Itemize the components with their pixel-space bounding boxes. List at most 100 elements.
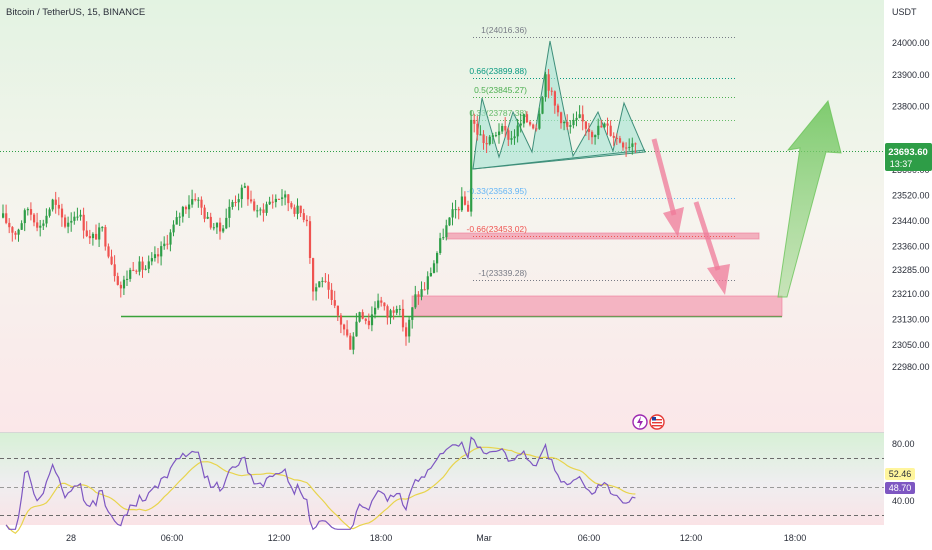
time-tick-label: 12:00 <box>268 533 291 543</box>
candle-down <box>349 335 352 350</box>
candle-up <box>129 269 132 279</box>
candle-down <box>618 138 622 143</box>
candle-up <box>48 209 51 216</box>
candle-up <box>73 216 76 221</box>
candle-up <box>575 117 578 120</box>
candle-up <box>23 210 26 224</box>
candle-down <box>612 135 615 138</box>
triangle-pattern[interactable] <box>472 40 646 170</box>
candle-up <box>181 206 184 217</box>
candle-down <box>85 230 88 237</box>
lightning-event-icon[interactable] <box>632 414 648 430</box>
candle-up <box>274 198 277 203</box>
rsi-tick-40: 40.00 <box>892 496 915 506</box>
candle-down <box>324 280 327 282</box>
candle-up <box>42 223 45 226</box>
candle-up <box>498 131 501 136</box>
candle-up <box>296 205 299 214</box>
candle-down <box>473 119 476 124</box>
candle-up <box>321 280 324 282</box>
rsi-ma-line <box>5 446 636 534</box>
candle-up <box>126 278 129 280</box>
candle-down <box>253 201 256 211</box>
up-arrow[interactable] <box>777 99 842 298</box>
candle-up <box>411 307 414 320</box>
candle-down <box>625 147 628 149</box>
candle-down <box>262 209 265 213</box>
time-axis[interactable]: 28 06:00 12:00 18:00 Mar 06:00 12:00 18:00 <box>66 533 806 543</box>
candle-up <box>206 216 209 219</box>
candle-up <box>426 276 429 290</box>
current-price-badge: 23693.60 13:37 <box>885 143 932 171</box>
candle-up <box>519 123 522 126</box>
candle-down <box>119 284 122 289</box>
fib-retracement[interactable]: 1(24016.36) 0.66(23899.88) 0.5(23845.27) 0.… <box>467 25 736 281</box>
candle-down <box>29 209 33 215</box>
candle-up <box>160 246 163 257</box>
fib-level-label: 0.5(23845.27) <box>474 85 527 95</box>
candle-down <box>113 264 116 277</box>
candle-down <box>312 258 315 292</box>
candle-down <box>302 213 305 220</box>
candle-down <box>566 122 569 127</box>
candle-down <box>141 261 144 270</box>
candle-down <box>293 207 296 214</box>
us-flag-event-icon[interactable] <box>649 414 665 430</box>
candle-up <box>445 225 448 238</box>
main-pane-background <box>0 0 884 432</box>
symbol-title: Bitcoin / TetherUS, 15, BINANCE <box>6 7 145 18</box>
candle-up <box>256 210 259 212</box>
time-tick-label: 18:00 <box>784 533 807 543</box>
candle-down <box>392 310 395 313</box>
price-tick-label: 23440.00 <box>892 216 930 226</box>
candle-up <box>398 308 401 310</box>
candle-down <box>600 125 603 128</box>
candle-down <box>535 128 538 130</box>
time-tick-label: 06:00 <box>161 533 184 543</box>
candle-up <box>147 261 150 269</box>
candle-up <box>594 135 597 138</box>
candle-down <box>532 124 535 129</box>
candle-down <box>380 300 383 303</box>
zone-lower[interactable] <box>411 295 783 317</box>
candle-up <box>370 314 374 326</box>
candle-down <box>507 130 510 140</box>
candle-up <box>138 261 141 272</box>
candle-down <box>219 222 222 232</box>
candle-up <box>470 119 473 212</box>
candle-down <box>107 246 110 257</box>
down-arrow-1[interactable] <box>651 138 684 237</box>
candle-up <box>284 194 287 198</box>
candle-up <box>315 287 318 292</box>
candle-up <box>544 74 547 98</box>
down-arrow-2[interactable] <box>693 201 730 295</box>
candle-down <box>553 91 556 106</box>
candle-down <box>367 320 370 326</box>
candle-down <box>327 281 330 290</box>
candle-up <box>175 217 178 225</box>
bar-countdown: 13:37 <box>890 159 913 169</box>
candle-up <box>26 209 29 211</box>
candle-up <box>355 321 358 337</box>
candle-down <box>401 308 405 328</box>
candle-down <box>110 256 113 265</box>
candle-down <box>299 205 302 214</box>
candle-down <box>463 196 467 205</box>
candle-up <box>51 199 54 210</box>
candle-up <box>603 123 606 128</box>
candle-up <box>352 336 355 350</box>
candle-down <box>364 318 367 321</box>
candle-down <box>33 214 36 223</box>
candle-down <box>88 236 91 239</box>
candle-down <box>157 254 160 257</box>
candle-up <box>188 204 191 210</box>
time-tick-label: 18:00 <box>370 533 393 543</box>
candle-down <box>587 128 591 132</box>
candle-down <box>634 143 637 145</box>
candle-up <box>101 227 104 229</box>
candle-up <box>122 279 126 289</box>
candle-down <box>209 216 212 228</box>
candle-up <box>39 225 42 228</box>
price-tick-label: 22980.00 <box>892 362 930 372</box>
